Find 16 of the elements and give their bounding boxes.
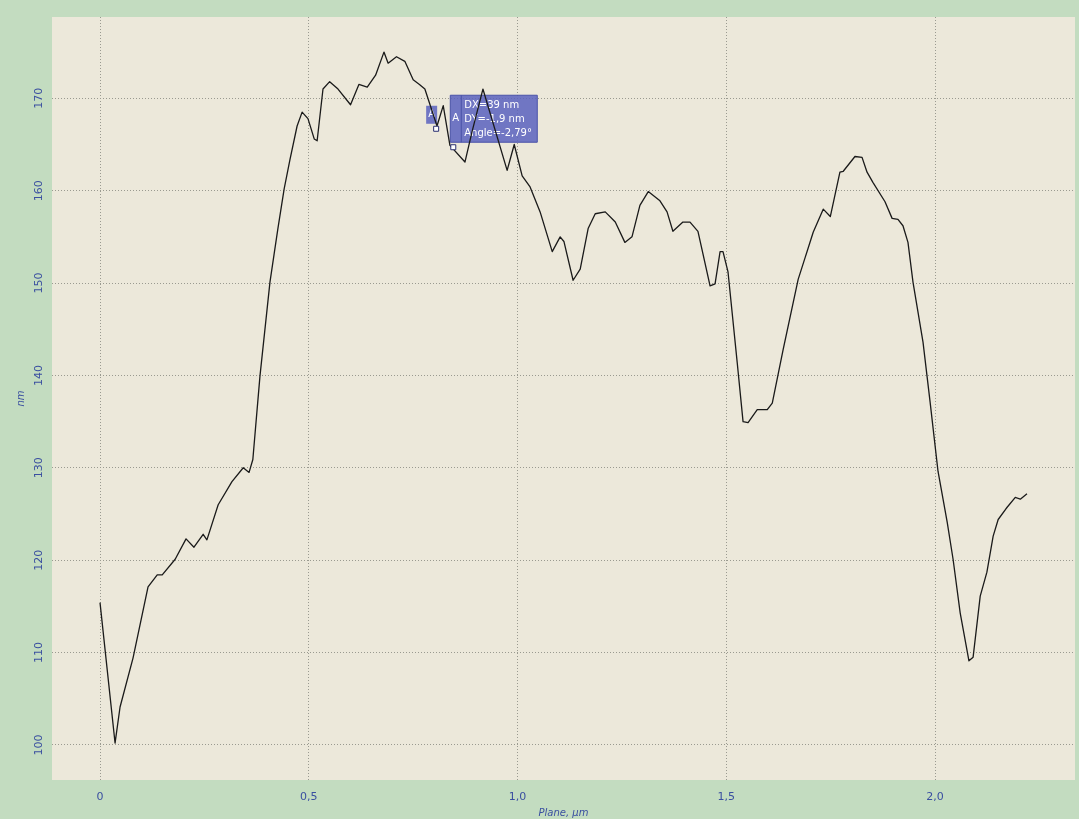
y-tick-label: 100 (31, 734, 45, 756)
y-tick-label: 140 (31, 364, 45, 386)
y-tick-label: 120 (31, 549, 45, 571)
y-axis-title: nm (14, 390, 26, 407)
x-tick-label: 1,5 (717, 789, 736, 803)
annotation: A (452, 112, 460, 124)
x-tick-label: 0,5 (300, 789, 318, 803)
x-tick-label: 1,0 (508, 789, 527, 803)
x-tick-label: 0 (96, 789, 104, 803)
y-tick-label: 160 (31, 180, 45, 202)
x-axis-title: Plane, µm (538, 806, 589, 818)
y-tick-label: 170 (31, 87, 45, 109)
y-tick-label: 110 (31, 642, 45, 664)
y-tick-label: 130 (31, 457, 45, 479)
y-tick-label: 150 (31, 272, 45, 294)
x-tick-label: 2,0 (926, 789, 944, 803)
